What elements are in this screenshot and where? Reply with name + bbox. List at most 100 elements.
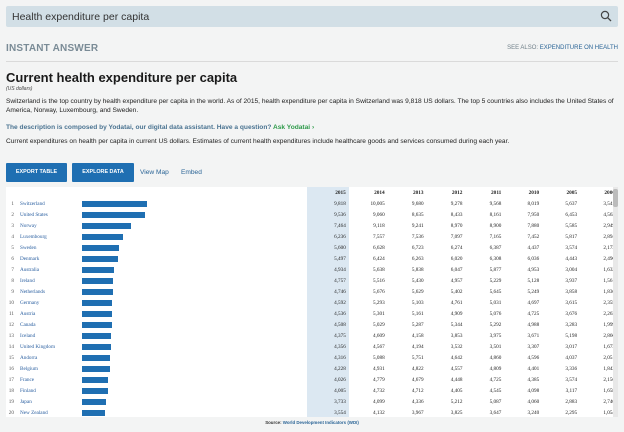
- value-cell-2005: 5,817: [565, 233, 578, 240]
- value-cell-2014: 9,118: [373, 222, 385, 229]
- value-bar: [81, 200, 147, 207]
- bar-cell: [81, 308, 307, 319]
- country-link[interactable]: Belgium: [19, 365, 38, 372]
- column-header-2011[interactable]: 2011: [491, 189, 502, 196]
- value-cell-2015: 4,757: [306, 275, 349, 286]
- table-scrollbar[interactable]: [613, 187, 618, 417]
- search-input[interactable]: [12, 9, 572, 24]
- table-row: 19 Japan 3,733 4,099 4,336 5,212 5,087 4,060 2,8…: [6, 396, 618, 407]
- value-cell-2014: 4,567: [373, 343, 385, 350]
- source-link[interactable]: World Development Indicators (WDI): [282, 420, 359, 425]
- bar-cell: [81, 385, 307, 396]
- country-link[interactable]: Japan: [19, 398, 32, 405]
- value-cell-2014: 4,732: [373, 387, 385, 394]
- value-cell-2005: 4,037: [565, 354, 578, 361]
- country-link[interactable]: Austria: [19, 310, 36, 317]
- value-bar: [81, 211, 145, 218]
- value-cell-2014: 4,132: [373, 409, 385, 416]
- value-cell-2000: 3,541: [603, 200, 615, 207]
- value-cell-2005: 3,336: [565, 365, 578, 372]
- scrollbar-thumb[interactable]: [613, 189, 618, 207]
- table-row: 2 United States 9,536 9,060 8,635 8,433 8,161 7…: [6, 209, 618, 220]
- country-link[interactable]: France: [19, 376, 35, 383]
- country-link[interactable]: Germany: [19, 299, 40, 306]
- page-title: Current health expenditure per capita: [6, 70, 238, 85]
- country-link[interactable]: Iceland: [19, 332, 36, 339]
- column-header-2012[interactable]: 2012: [451, 189, 463, 196]
- country-header: [18, 187, 82, 198]
- rank-cell: 9: [11, 288, 14, 295]
- rank-cell: 16: [8, 365, 14, 372]
- table-row: 6 Denmark 5,497 6,424 6,263 6,020 6,308 6,036 4,…: [6, 253, 618, 264]
- value-cell-2013: 4,336: [411, 398, 424, 405]
- column-header-2014[interactable]: 2014: [374, 189, 385, 196]
- value-cell-2000: 4,562: [603, 211, 615, 218]
- value-cell-2013: 9,241: [411, 222, 424, 229]
- search-box[interactable]: [6, 6, 618, 27]
- instant-answer-header: INSTANT ANSWER SEE ALSO: EXPENDITURE ON …: [6, 43, 618, 57]
- bar-cell: [81, 231, 307, 242]
- country-link[interactable]: Netherlands: [19, 288, 46, 295]
- country-link[interactable]: Canada: [19, 321, 36, 328]
- export-table-button[interactable]: EXPORT TABLE: [6, 163, 67, 182]
- value-cell-2013: 4,194: [411, 343, 424, 350]
- country-link[interactable]: New Zealand: [19, 409, 48, 416]
- country-link[interactable]: Switzerland: [19, 200, 45, 207]
- column-header-2013[interactable]: 2013: [412, 189, 424, 196]
- value-cell-2000: 1,632: [603, 266, 615, 273]
- bar-cell: [81, 209, 307, 220]
- country-link[interactable]: United Kingdom: [19, 343, 55, 350]
- value-cell-2011: 6,387: [489, 244, 502, 251]
- country-link[interactable]: United States: [19, 211, 48, 218]
- rank-cell: 20: [8, 409, 14, 416]
- search-icon[interactable]: [600, 10, 612, 22]
- bar-cell: [81, 264, 307, 275]
- rank-header: [6, 187, 18, 198]
- value-bar: [81, 365, 110, 372]
- value-cell-2012: 4,557: [450, 365, 463, 372]
- column-header-2010[interactable]: 2010: [528, 189, 540, 196]
- rank-cell: 3: [11, 222, 14, 229]
- value-cell-2014: 5,029: [373, 321, 385, 328]
- value-cell-2012: 5,402: [450, 288, 463, 295]
- value-cell-2000: 2,051: [603, 354, 615, 361]
- value-cell-2011: 5,229: [489, 277, 502, 284]
- see-also: SEE ALSO: EXPENDITURE ON HEALTH: [507, 45, 618, 51]
- value-cell-2011: 8,161: [489, 211, 502, 218]
- rank-cell: 15: [8, 354, 14, 361]
- value-cell-2011: 3,501: [489, 343, 502, 350]
- value-cell-2000: 1,836: [603, 288, 615, 295]
- view-map-link[interactable]: View Map: [140, 169, 169, 176]
- value-cell-2013: 4,822: [411, 365, 424, 372]
- column-header-2005[interactable]: 2005: [566, 189, 578, 196]
- column-header-2015[interactable]: 2015: [306, 187, 349, 198]
- value-bar: [81, 321, 112, 328]
- value-cell-2012: 4,909: [450, 310, 463, 317]
- value-cell-2011: 4,809: [489, 365, 502, 372]
- bar-cell: [81, 407, 307, 417]
- embed-link[interactable]: Embed: [181, 169, 202, 176]
- table-row: 1 Switzerland 9,818 10,005 9,680 9,278 9,568 8,…: [6, 198, 618, 209]
- country-link[interactable]: Sweden: [19, 244, 37, 251]
- value-cell-2015: 9,818: [306, 198, 349, 209]
- country-link[interactable]: Australia: [19, 266, 39, 273]
- country-link[interactable]: Luxembourg: [19, 233, 47, 240]
- explore-data-button[interactable]: EXPLORE DATA: [72, 163, 134, 182]
- country-link[interactable]: Denmark: [19, 255, 40, 262]
- country-link[interactable]: Ireland: [19, 277, 35, 284]
- country-link[interactable]: Andorra: [19, 354, 38, 361]
- see-also-link[interactable]: EXPENDITURE ON HEALTH: [539, 45, 618, 51]
- country-link[interactable]: Norway: [19, 222, 37, 229]
- rank-cell: 13: [8, 332, 14, 339]
- rank-cell: 17: [8, 376, 14, 383]
- value-cell-2014: 6,424: [373, 255, 385, 262]
- value-cell-2011: 4,725: [489, 376, 502, 383]
- value-cell-2005: 3,676: [565, 310, 578, 317]
- value-cell-2011: 5,645: [489, 288, 502, 295]
- value-cell-2005: 4,443: [565, 255, 578, 262]
- bar-cell: [81, 352, 307, 363]
- ask-yodatai-link[interactable]: Ask Yodatai ›: [272, 124, 315, 131]
- table-row: 9 Netherlands 4,746 5,676 5,629 5,402 5,645 5,2…: [6, 286, 618, 297]
- country-link[interactable]: Finland: [19, 387, 36, 394]
- column-header-2000[interactable]: 2000: [604, 189, 615, 196]
